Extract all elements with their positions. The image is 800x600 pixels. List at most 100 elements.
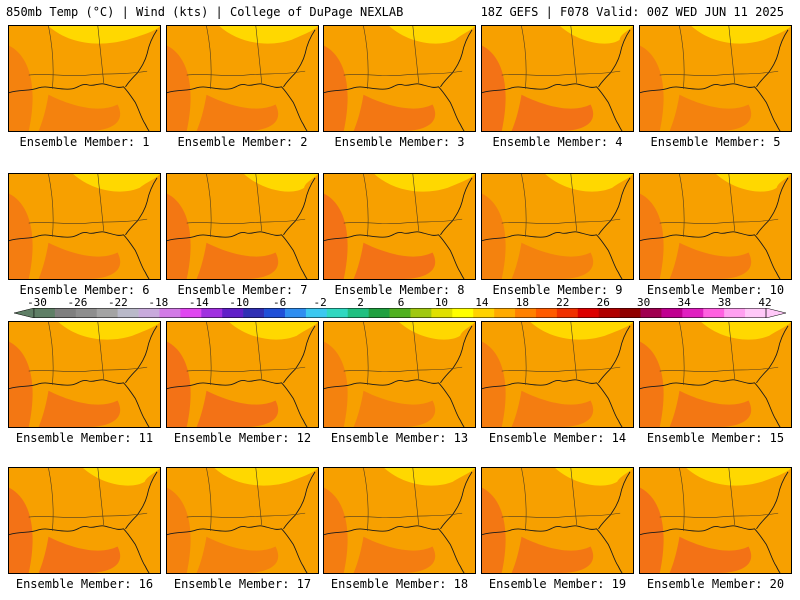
member-caption: Ensemble Member: 4 bbox=[492, 135, 623, 149]
colorbar-segment bbox=[96, 308, 118, 318]
colorbar-segment bbox=[54, 308, 77, 318]
colorbar-segment bbox=[619, 308, 641, 318]
state-border bbox=[363, 468, 369, 531]
state-border bbox=[186, 218, 306, 224]
coastline bbox=[640, 525, 781, 573]
state-border bbox=[343, 70, 463, 76]
state-border bbox=[343, 218, 463, 224]
member-caption: Ensemble Member: 7 bbox=[177, 283, 308, 297]
member-caption: Ensemble Member: 18 bbox=[330, 577, 469, 591]
member-caption: Ensemble Member: 13 bbox=[330, 431, 469, 445]
warm-shading bbox=[640, 341, 752, 427]
cool-shading bbox=[399, 322, 475, 340]
coastline bbox=[756, 471, 789, 530]
colorbar-tick-label: 22 bbox=[556, 296, 570, 309]
state-border bbox=[570, 322, 578, 379]
colorbar-tick-label: 6 bbox=[397, 296, 405, 309]
warm-shading bbox=[167, 487, 279, 573]
cool-shading bbox=[701, 322, 791, 340]
colorbar-tick-label: 30 bbox=[637, 296, 651, 309]
cool-shading bbox=[214, 468, 318, 486]
ensemble-member-map bbox=[166, 321, 319, 428]
temperature-map bbox=[482, 174, 633, 279]
colorbar-tick-label: 26 bbox=[596, 296, 610, 309]
coastline bbox=[283, 29, 316, 88]
member-caption: Ensemble Member: 12 bbox=[173, 431, 312, 445]
colorbar-segment bbox=[577, 308, 599, 318]
ensemble-member-map bbox=[639, 173, 792, 280]
colorbar-outline bbox=[33, 308, 767, 318]
ensemble-member-map bbox=[323, 25, 476, 132]
warm-shading bbox=[9, 193, 121, 279]
state-border bbox=[28, 512, 148, 518]
state-border bbox=[206, 468, 212, 531]
cool-shading bbox=[559, 26, 633, 44]
warm-shading bbox=[324, 341, 436, 427]
warm-shading bbox=[9, 45, 121, 131]
member-caption: Ensemble Member: 19 bbox=[488, 577, 627, 591]
state-border bbox=[343, 512, 463, 518]
coastline bbox=[482, 83, 623, 131]
colorbar-segment bbox=[556, 308, 579, 318]
state-border bbox=[570, 468, 578, 525]
colorbar-tick-label: 34 bbox=[677, 296, 691, 309]
colorbar-tick-label: -18 bbox=[148, 296, 169, 309]
member-caption: Ensemble Member: 11 bbox=[15, 431, 154, 445]
state-border bbox=[570, 26, 578, 83]
ensemble-member-map bbox=[166, 173, 319, 280]
colorbar-segment bbox=[180, 308, 202, 318]
ensemble-member-map bbox=[481, 321, 634, 428]
state-border bbox=[679, 468, 685, 531]
member-caption: Ensemble Member: 8 bbox=[334, 283, 465, 297]
temperature-map bbox=[167, 174, 318, 279]
state-border bbox=[206, 322, 212, 385]
cool-shading bbox=[555, 468, 633, 486]
temperature-map bbox=[640, 322, 791, 427]
ensemble-member-map bbox=[166, 25, 319, 132]
ensemble-member-map bbox=[481, 25, 634, 132]
state-border bbox=[728, 174, 736, 231]
colorbar-tick-label: 14 bbox=[475, 296, 489, 309]
state-border bbox=[728, 322, 736, 379]
colorbar-segment bbox=[431, 308, 453, 318]
cool-shading bbox=[73, 174, 160, 192]
state-border bbox=[501, 70, 621, 76]
state-border bbox=[728, 468, 736, 525]
coastline bbox=[283, 177, 316, 236]
state-border bbox=[186, 70, 306, 76]
temperature-map bbox=[324, 468, 475, 573]
coastline bbox=[167, 379, 308, 427]
state-border bbox=[728, 26, 736, 83]
warm-shading bbox=[482, 487, 594, 573]
cool-shading bbox=[389, 26, 475, 44]
member-caption: Ensemble Member: 14 bbox=[488, 431, 627, 445]
warm-shading bbox=[640, 45, 752, 131]
coastline bbox=[125, 471, 158, 530]
cool-shading bbox=[229, 322, 318, 340]
state-border bbox=[97, 322, 105, 379]
colorbar-segment bbox=[452, 308, 474, 318]
colorbar-segment bbox=[222, 308, 244, 318]
member-caption: Ensemble Member: 3 bbox=[334, 135, 465, 149]
ensemble-member-map bbox=[639, 25, 792, 132]
state-border bbox=[48, 174, 54, 237]
warm-shading bbox=[9, 341, 121, 427]
warm-shading bbox=[482, 341, 594, 427]
colorbar-tick-label: -22 bbox=[107, 296, 128, 309]
cool-shading bbox=[530, 322, 633, 340]
state-border bbox=[570, 174, 578, 231]
state-border bbox=[412, 468, 420, 525]
ensemble-member-map bbox=[8, 173, 161, 280]
colorbar-segment bbox=[284, 308, 307, 318]
colorbar-segment bbox=[138, 308, 160, 318]
state-border bbox=[48, 468, 54, 531]
temperature-map bbox=[482, 322, 633, 427]
colorbar-segment bbox=[515, 308, 537, 318]
state-border bbox=[521, 26, 527, 89]
colorbar-tick-label: 18 bbox=[515, 296, 529, 309]
state-border bbox=[363, 174, 369, 237]
state-border bbox=[501, 218, 621, 224]
warm-shading bbox=[167, 341, 279, 427]
coastline bbox=[283, 325, 316, 384]
temperature-map bbox=[640, 174, 791, 279]
